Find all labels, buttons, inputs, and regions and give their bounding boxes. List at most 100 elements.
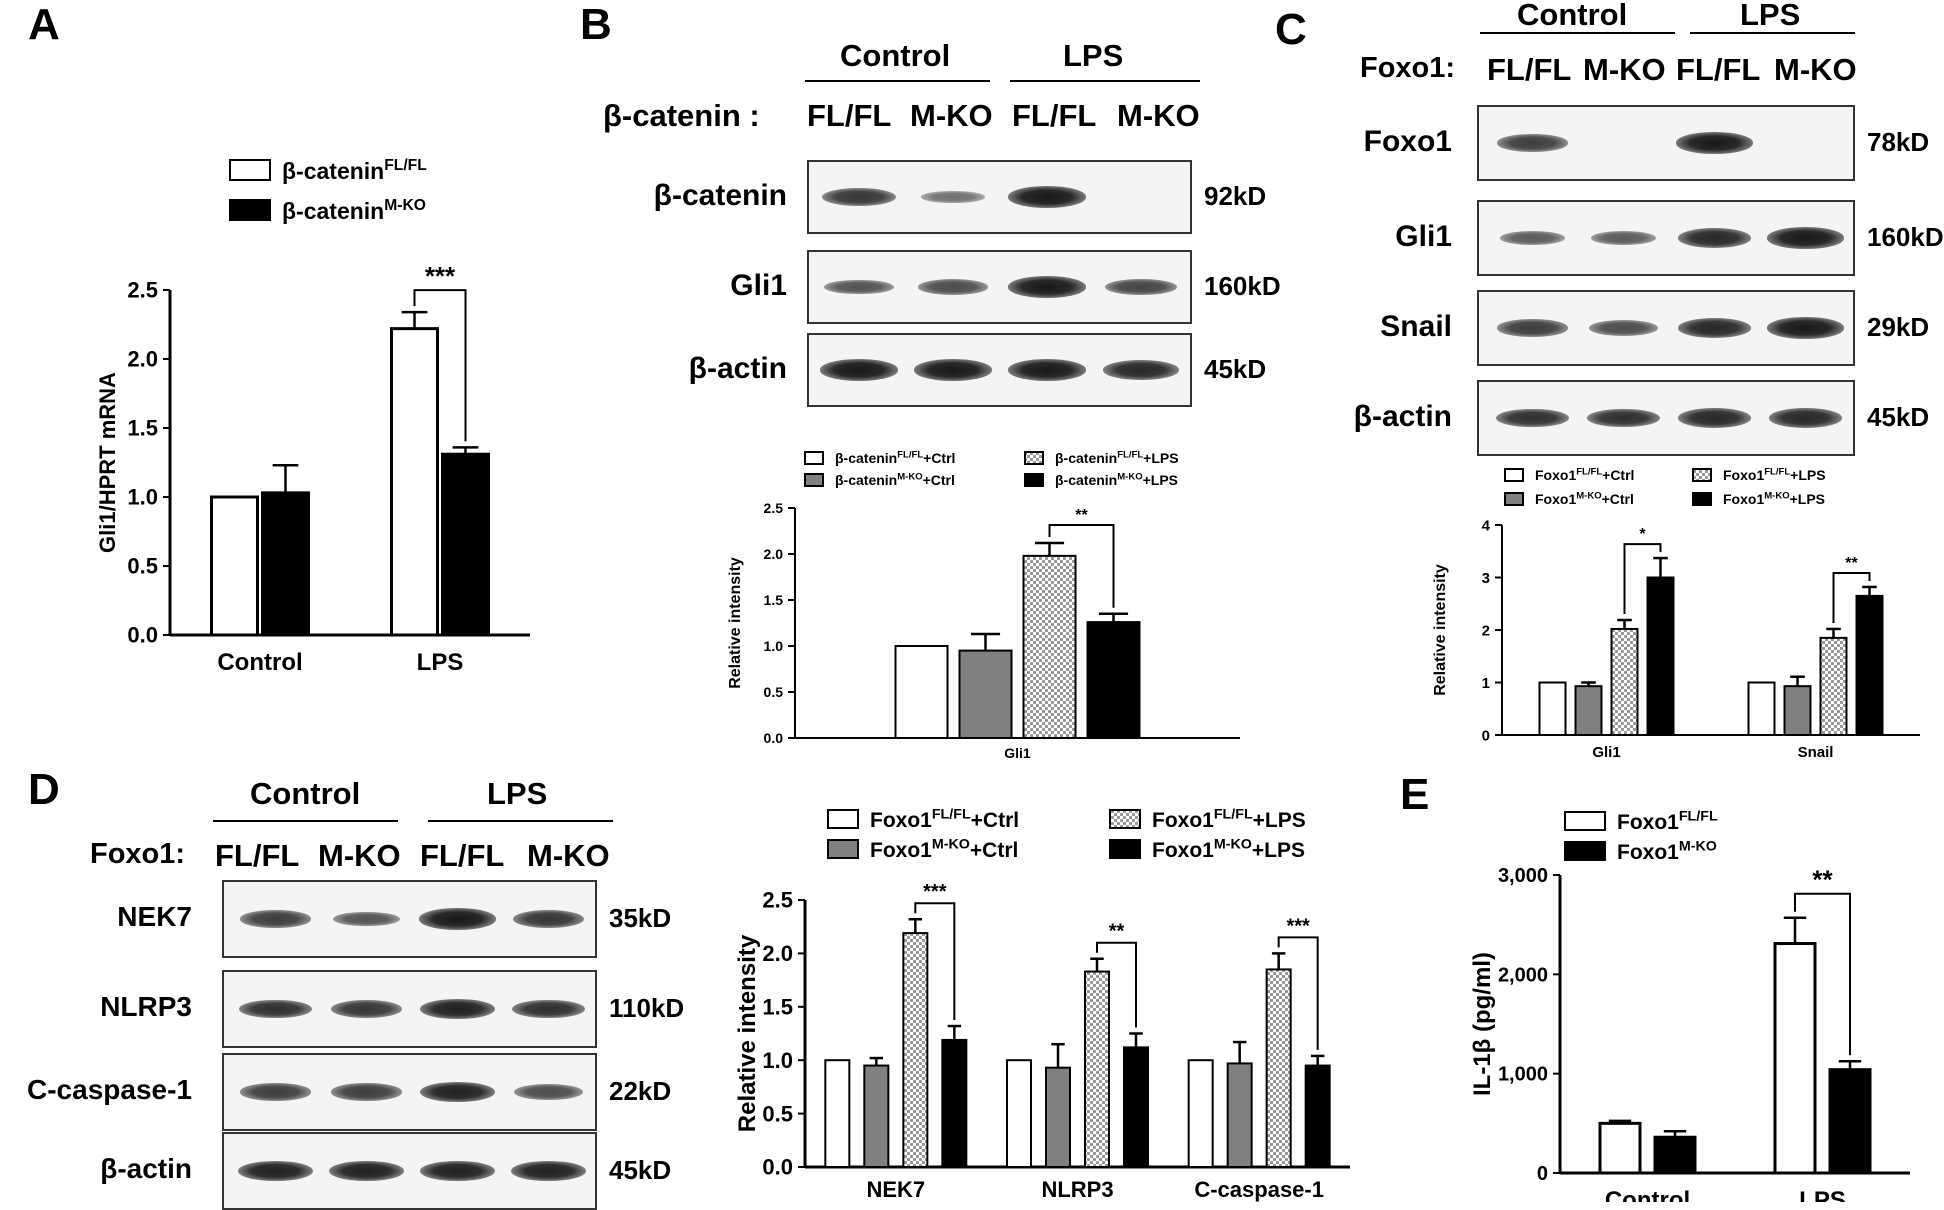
bar — [1123, 1046, 1149, 1168]
blot-band — [1496, 408, 1569, 428]
legend-label: β-cateninM-KO+LPS — [1055, 471, 1178, 488]
blot-row-label: β-actin — [1353, 400, 1452, 433]
blot-band — [1497, 134, 1568, 152]
molecular-weight-label: 160kD — [1204, 271, 1281, 301]
legend-swatch — [1109, 809, 1141, 829]
blot-band — [419, 1160, 496, 1182]
legend-label: Foxo1M-KO — [1617, 839, 1717, 864]
lane-label: FL/FL — [1487, 52, 1572, 87]
y-tick-label: 1.0 — [764, 638, 784, 654]
blot-band — [510, 1160, 587, 1182]
significance-label: * — [1639, 526, 1646, 543]
significance-label: *** — [923, 881, 947, 903]
molecular-weight-label: 45kD — [1867, 402, 1930, 432]
y-tick-label: 4 — [1482, 517, 1491, 534]
genotype-row-label: Foxo1: — [1360, 52, 1456, 84]
group-label-control: Control — [840, 38, 951, 73]
legend-swatch — [1504, 492, 1524, 506]
bar — [210, 495, 259, 637]
bar — [1828, 1068, 1872, 1175]
legend-label: Foxo1FL/FL+LPS — [1723, 466, 1826, 483]
blot-band — [240, 910, 311, 928]
y-axis-title: IL-1β (pg/ml) — [1469, 952, 1496, 1096]
x-category-label: NEK7 — [866, 1177, 925, 1202]
blot-band — [1007, 186, 1087, 208]
legend-label: Foxo1M-KO+Ctrl — [1535, 490, 1634, 507]
blot-band — [419, 1081, 496, 1103]
panel-label-c: C — [1275, 5, 1307, 54]
bar — [1747, 681, 1776, 736]
chart-b: 0.0 0.5 1.0 1.5 2.0 2.5 Relative intensity Gli1… — [727, 449, 1240, 760]
legend-swatch — [1504, 468, 1524, 482]
y-tick-label: 1.5 — [764, 592, 784, 608]
lane-label: M-KO — [910, 98, 993, 133]
lane-label: M-KO — [1583, 52, 1666, 87]
bar — [1086, 621, 1141, 739]
blot-band — [913, 359, 993, 381]
significance-label: *** — [425, 261, 456, 291]
blot-row-label: Snail — [1380, 310, 1452, 343]
molecular-weight-label: 29kD — [1867, 312, 1930, 342]
legend-label: β-cateninM-KO — [282, 197, 426, 224]
blot-band — [917, 279, 989, 295]
blot-band — [419, 998, 496, 1020]
legend-label: β-cateninFL/FL+LPS — [1055, 449, 1179, 466]
legend-label: Foxo1FL/FL+Ctrl — [1535, 466, 1634, 483]
blot-row-label: NLRP3 — [100, 991, 192, 1022]
y-tick-label: 2.0 — [764, 546, 784, 562]
blot-band — [1589, 320, 1658, 336]
blot-row-label: Gli1 — [730, 269, 787, 302]
y-tick-label: 1.5 — [127, 416, 158, 441]
legend-swatch — [1692, 468, 1712, 482]
legend-swatch — [827, 809, 859, 829]
x-category-label: Control — [217, 649, 302, 676]
bar — [1819, 636, 1848, 736]
significance-bracket — [413, 289, 467, 442]
bar — [1646, 576, 1675, 736]
bar — [1084, 970, 1110, 1168]
y-tick-label: 1,000 — [1498, 1064, 1548, 1086]
blot-band — [1768, 408, 1843, 428]
molecular-weight-label: 45kD — [609, 1155, 672, 1185]
significance-label: *** — [1286, 915, 1310, 937]
y-tick-label: 3,000 — [1498, 865, 1548, 887]
legend-swatch — [1024, 451, 1044, 465]
chart-e: 0 1,000 2,000 3,000 IL-1β (pg/ml) Control LPS *… — [1469, 809, 1910, 1202]
bar — [1773, 942, 1817, 1175]
y-tick-label: 0.5 — [127, 554, 158, 579]
significance-bracket — [1832, 571, 1871, 623]
y-tick-label: 0.0 — [762, 1155, 793, 1180]
legend-label: β-cateninFL/FL — [282, 157, 427, 184]
lane-label: M-KO — [527, 838, 610, 873]
bar — [1265, 968, 1292, 1168]
blot-band — [328, 1160, 405, 1182]
genotype-row-label: Foxo1: — [90, 838, 186, 870]
significance-bracket — [1048, 523, 1115, 608]
x-category-label: LPS — [417, 649, 464, 676]
group-line-lps — [1010, 80, 1200, 82]
significance-label: ** — [1845, 555, 1858, 572]
molecular-weight-label: 92kD — [1204, 181, 1267, 211]
panel-label-e: E — [1400, 770, 1430, 819]
molecular-weight-label: 35kD — [609, 903, 672, 933]
blot-row-label: β-actin — [688, 352, 787, 385]
blot-band — [512, 999, 585, 1019]
significance-bracket — [1794, 892, 1851, 1056]
legend-swatch — [1564, 811, 1606, 831]
blot-band — [1102, 360, 1180, 380]
bar — [902, 932, 929, 1168]
legend-swatch — [229, 199, 271, 221]
legend-label: β-cateninM-KO+Ctrl — [835, 471, 955, 488]
lane-label: FL/FL — [807, 98, 892, 133]
lane-label: M-KO — [318, 838, 401, 873]
bar — [824, 1059, 851, 1169]
x-category-label: LPS — [1799, 1187, 1846, 1202]
bar — [1187, 1059, 1214, 1169]
y-tick-label: 2.0 — [762, 941, 793, 966]
legend-label: Foxo1M-KO+LPS — [1723, 490, 1825, 507]
group-label-control: Control — [1517, 0, 1628, 32]
legend-label: β-cateninFL/FL+Ctrl — [835, 449, 955, 466]
y-tick-label: 2 — [1482, 622, 1490, 639]
y-tick-label: 0.5 — [762, 1101, 793, 1126]
lane-label: M-KO — [1774, 52, 1857, 87]
